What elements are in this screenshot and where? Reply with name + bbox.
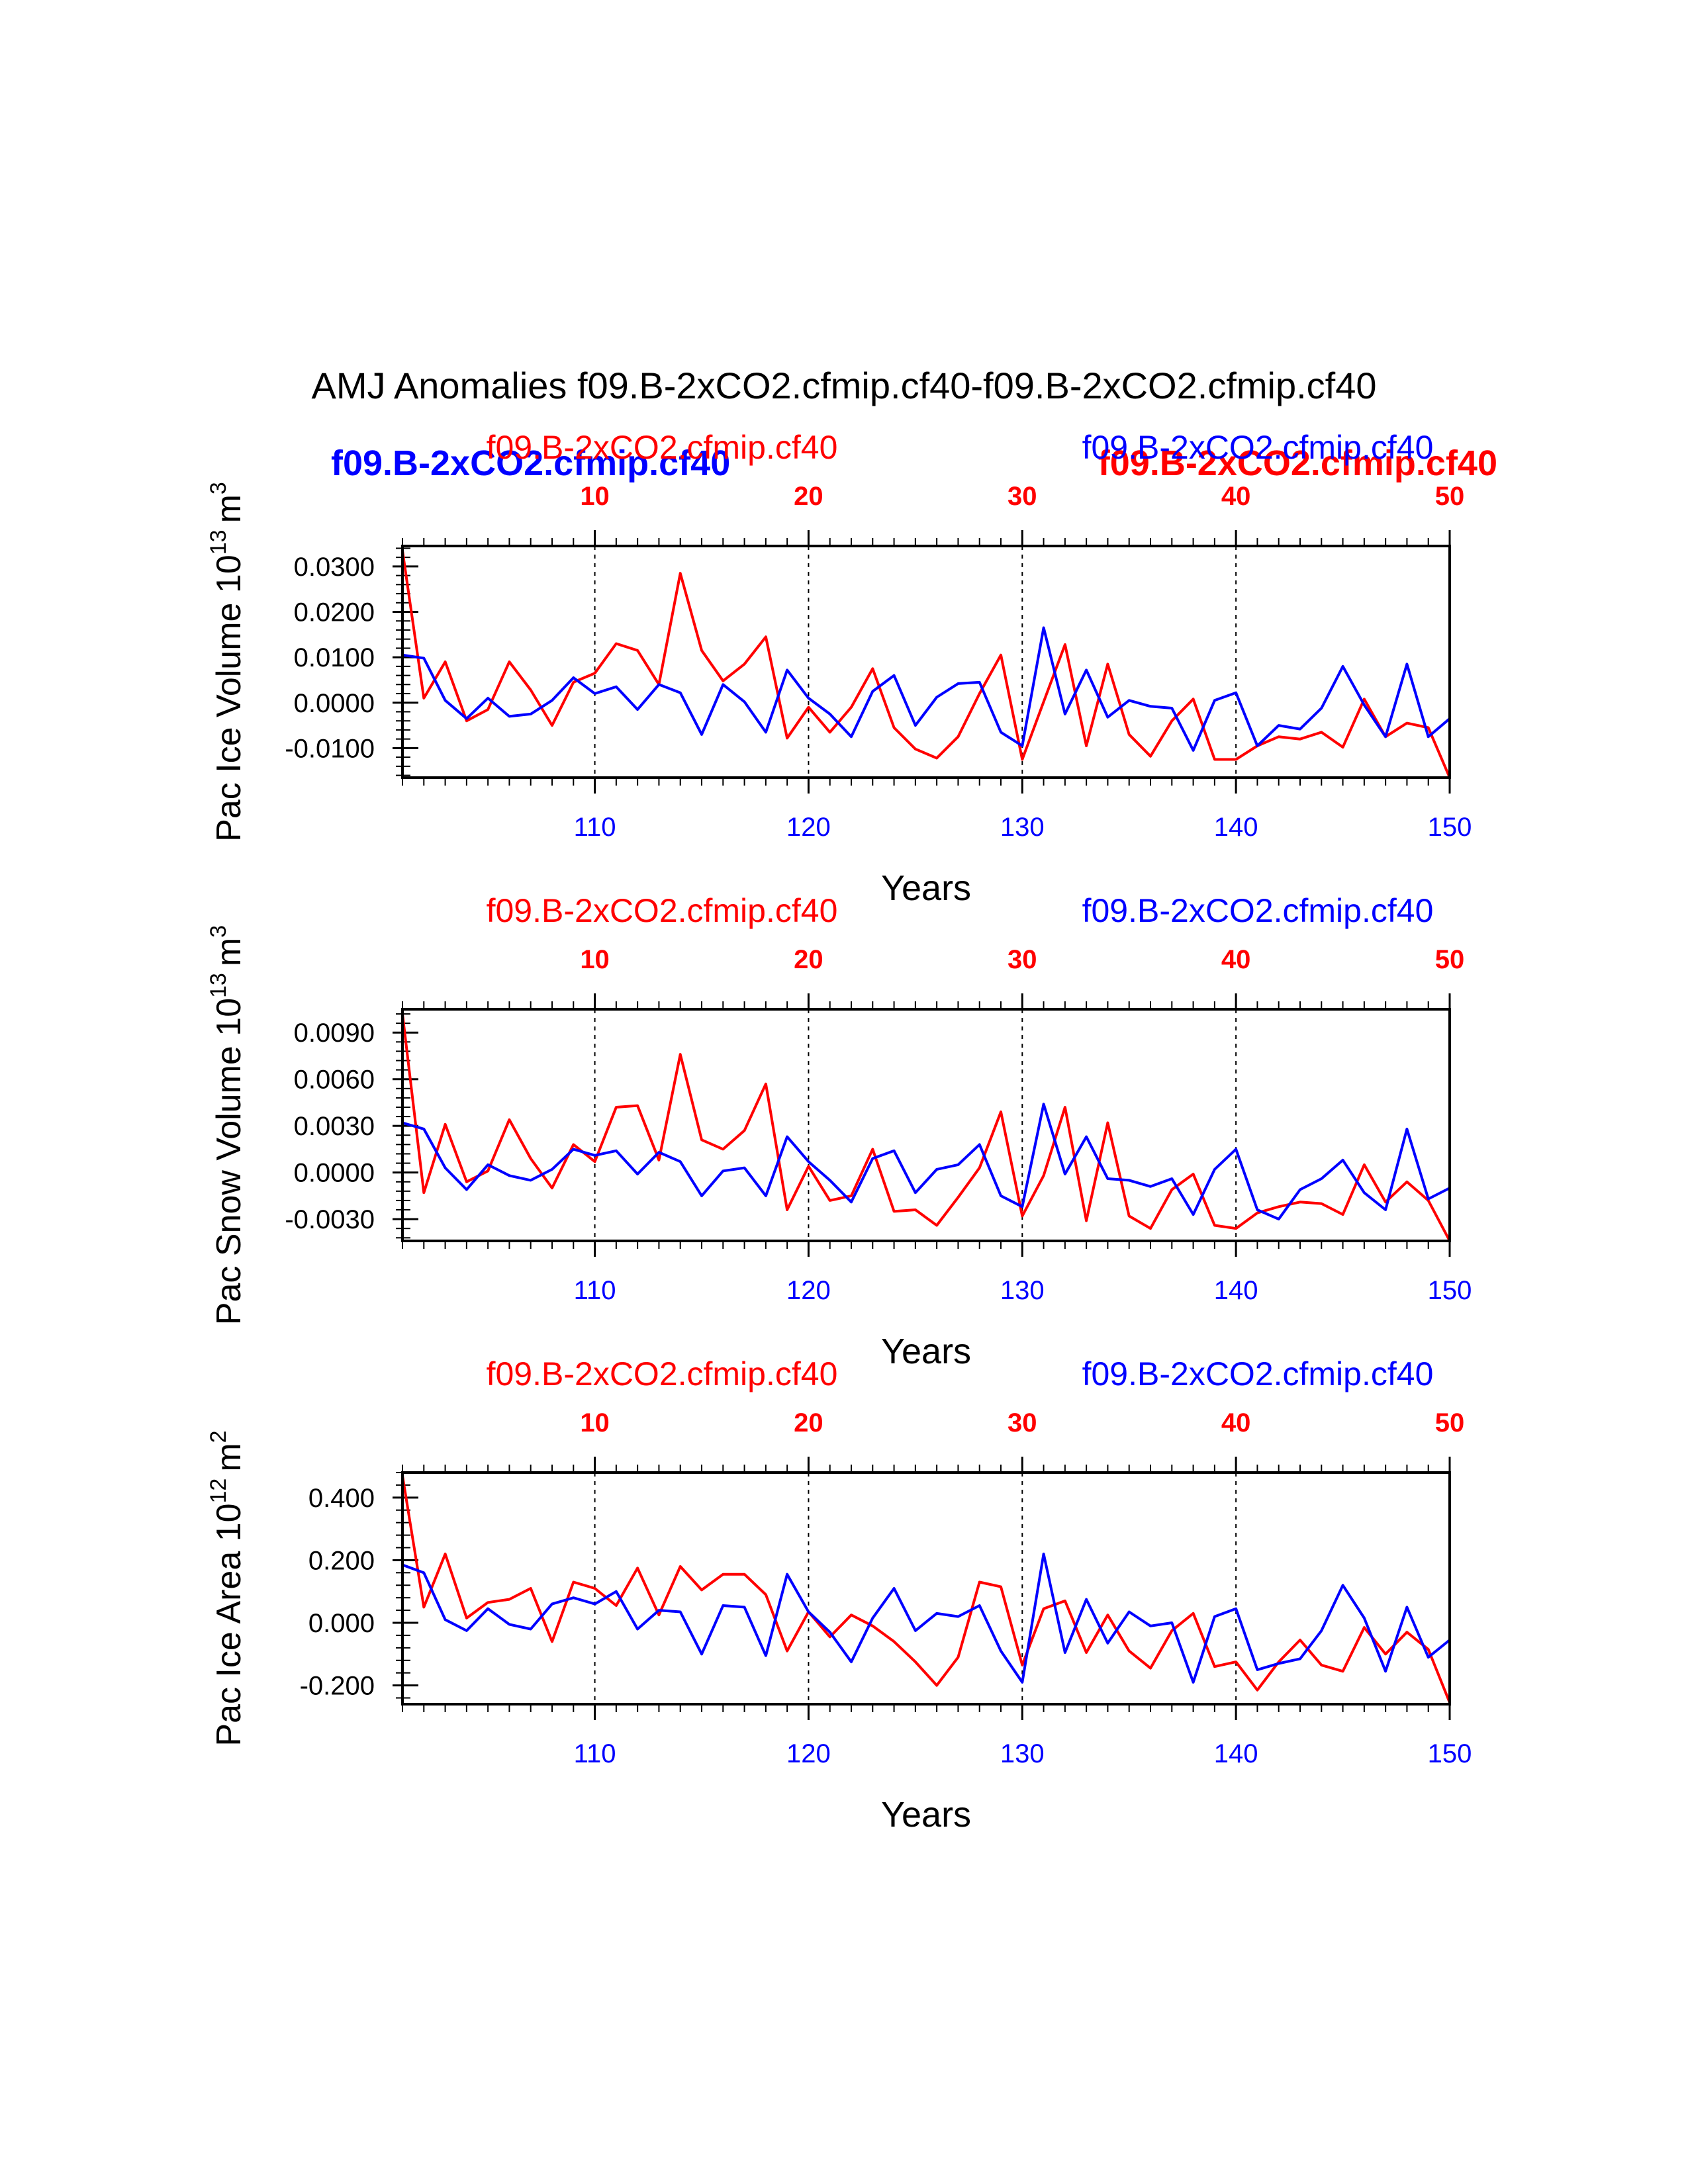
x-bottom-tick-label: 150: [1428, 1276, 1472, 1305]
x-top-tick-label: 30: [1008, 482, 1037, 511]
panel-3: -0.200 0.000 0.200 0.400 110 120 130 140 150 10 20…: [206, 1355, 1472, 1835]
y-tick-label: 0.0030: [294, 1112, 375, 1141]
x-bottom-tick-label: 130: [1000, 1739, 1045, 1768]
y-axis-label-unit: m: [210, 1443, 248, 1471]
x-top-tick-label: 40: [1221, 945, 1251, 974]
y-tick-label: 0.0060: [294, 1066, 375, 1095]
x-bottom-tick-label: 150: [1428, 1739, 1472, 1768]
x-top-tick-label: 50: [1435, 482, 1465, 511]
x-top-tick-label: 20: [794, 945, 823, 974]
y-axis-label-unit: m: [210, 494, 248, 523]
x-bottom-tick-label: 110: [574, 1276, 616, 1305]
y-axis-label: Pac Ice Area 1012 m2: [206, 1430, 248, 1746]
y-axis-label-unit-exp: 3: [206, 482, 231, 494]
x-top-tick-label: 40: [1221, 482, 1251, 511]
x-bottom-tick-label: 120: [786, 813, 831, 842]
x-axis-label: Years: [881, 868, 971, 908]
panel-1: -0.0100 0.0000 0.0100 0.0200 0.0300 110 120 130…: [206, 429, 1472, 908]
x-bottom-tick-label: 130: [1000, 813, 1045, 842]
x-top-tick-label: 30: [1008, 1408, 1037, 1437]
x-top-tick-label: 20: [794, 1408, 823, 1437]
series-line-red: [401, 1475, 1451, 1704]
left-case-label: f09.B-2xCO2.cfmip.cf40: [487, 429, 838, 466]
x-bottom-tick-label: 120: [786, 1739, 831, 1768]
y-tick-label: 0.0300: [294, 553, 375, 582]
y-axis-label-text: Pac Snow Volume 10: [210, 998, 248, 1325]
series-line-blue: [402, 1103, 1450, 1221]
series-line-red: [401, 1013, 1451, 1242]
x-bottom-tick-label: 150: [1428, 813, 1472, 842]
y-tick-label: 0.0090: [294, 1019, 375, 1048]
x-top-tick-label: 10: [580, 482, 610, 511]
x-bottom-tick-label: 140: [1214, 1276, 1258, 1305]
series-line-blue: [402, 1553, 1451, 1684]
header-overlay-blue: f09.B-2xCO2.cfmip.cf40: [331, 443, 730, 483]
y-axis-label: Pac Ice Volume 1013 m3: [206, 482, 248, 842]
plot-frame: [401, 1008, 1451, 1242]
y-tick-label: -0.0030: [285, 1205, 375, 1234]
plot-frame: [401, 545, 1451, 779]
left-case-label: f09.B-2xCO2.cfmip.cf40: [487, 892, 838, 929]
x-top-tick-label: 10: [580, 945, 610, 974]
y-tick-label: 0.0100: [294, 643, 375, 672]
x-top-tick-label: 40: [1221, 1408, 1251, 1437]
x-top-tick-label: 10: [580, 1408, 610, 1437]
right-case-label: f09.B-2xCO2.cfmip.cf40: [1082, 892, 1434, 929]
x-bottom-tick-label: 130: [1000, 1276, 1045, 1305]
y-tick-label: 0.400: [308, 1484, 375, 1513]
y-axis-label-exp: 12: [206, 1479, 231, 1504]
y-axis-label-unit: m: [210, 938, 248, 966]
x-axis-label: Years: [881, 1332, 971, 1371]
series-line-blue: [402, 626, 1451, 752]
y-axis-label: Pac Snow Volume 1013 m3: [206, 925, 248, 1325]
x-top-tick-label: 50: [1435, 945, 1465, 974]
y-tick-label: -0.0100: [285, 734, 375, 763]
x-bottom-tick-label: 110: [574, 813, 616, 842]
y-axis-label-exp: 13: [206, 529, 231, 555]
right-case-label: f09.B-2xCO2.cfmip.cf40: [1082, 429, 1434, 466]
right-case-label: f09.B-2xCO2.cfmip.cf40: [1082, 1355, 1434, 1392]
x-top-tick-label: 30: [1008, 945, 1037, 974]
x-bottom-tick-label: 120: [786, 1276, 831, 1305]
y-axis-label-text: Pac Ice Volume 10: [210, 555, 248, 842]
header-overlay-red: f09.B-2xCO2.cfmip.cf40: [1098, 443, 1497, 483]
x-top-tick-label: 20: [794, 482, 823, 511]
y-tick-label: 0.200: [308, 1546, 375, 1575]
y-tick-label: 0.0000: [294, 1159, 375, 1188]
x-top-tick-label: 50: [1435, 1408, 1465, 1437]
x-bottom-tick-label: 140: [1214, 813, 1258, 842]
panel-2: -0.0030 0.0000 0.0030 0.0060 0.0090 110 120 130…: [206, 892, 1472, 1371]
x-bottom-tick-label: 110: [574, 1739, 616, 1768]
x-bottom-tick-label: 140: [1214, 1739, 1258, 1768]
y-tick-label: 0.000: [308, 1609, 375, 1638]
left-case-label: f09.B-2xCO2.cfmip.cf40: [487, 1355, 838, 1392]
figure-title: AMJ Anomalies f09.B-2xCO2.cfmip.cf40-f09…: [311, 365, 1376, 406]
y-axis-label-exp: 13: [206, 973, 231, 998]
y-axis-label-unit-exp: 3: [206, 925, 231, 938]
y-axis-label-unit-exp: 2: [206, 1430, 231, 1443]
plot-frame: [401, 1471, 1451, 1706]
y-tick-label: -0.200: [300, 1672, 375, 1701]
x-axis-label: Years: [881, 1795, 971, 1835]
y-axis-label-text: Pac Ice Area 10: [210, 1503, 248, 1746]
y-tick-label: 0.0200: [294, 598, 375, 627]
y-tick-label: 0.0000: [294, 689, 375, 718]
